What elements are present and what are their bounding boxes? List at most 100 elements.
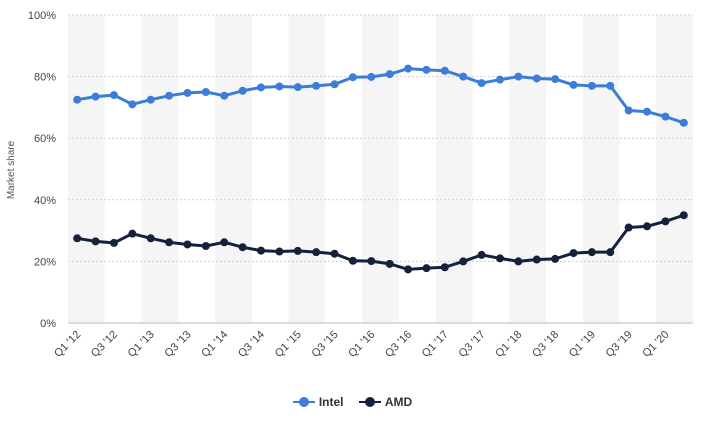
- data-point-intel[interactable]: [165, 91, 174, 100]
- x-tick-label: Q1 '20: [640, 329, 671, 360]
- data-point-amd[interactable]: [330, 249, 339, 258]
- x-tick-label: Q1 '17: [420, 329, 451, 360]
- data-point-intel[interactable]: [551, 75, 560, 84]
- data-point-intel[interactable]: [661, 112, 670, 121]
- data-point-intel[interactable]: [606, 81, 615, 90]
- data-point-amd[interactable]: [569, 249, 578, 258]
- data-point-intel[interactable]: [385, 70, 394, 79]
- legend-label-intel: Intel: [318, 395, 344, 409]
- data-point-intel[interactable]: [514, 72, 523, 81]
- data-point-intel[interactable]: [495, 75, 504, 84]
- x-tick-label: Q3 '17: [457, 329, 488, 360]
- data-point-amd[interactable]: [275, 247, 284, 256]
- series-lines: [73, 64, 688, 274]
- data-point-amd[interactable]: [367, 257, 376, 266]
- data-point-intel[interactable]: [312, 81, 321, 90]
- data-point-amd[interactable]: [679, 211, 688, 220]
- data-point-amd[interactable]: [495, 254, 504, 263]
- data-point-amd[interactable]: [293, 246, 302, 255]
- data-point-intel[interactable]: [532, 74, 541, 83]
- x-tick-label: Q3 '14: [236, 329, 267, 360]
- data-point-amd[interactable]: [146, 234, 155, 243]
- data-point-amd[interactable]: [257, 246, 266, 255]
- x-tick-label: Q3 '18: [530, 329, 561, 360]
- column-bands: [68, 15, 693, 323]
- data-point-intel[interactable]: [238, 86, 247, 95]
- data-point-amd[interactable]: [477, 250, 486, 259]
- data-point-amd[interactable]: [183, 240, 192, 249]
- column-band: [435, 15, 473, 323]
- data-point-intel[interactable]: [367, 72, 376, 81]
- data-point-intel[interactable]: [128, 100, 137, 109]
- series-amd: [73, 211, 688, 274]
- column-band: [68, 15, 105, 323]
- data-point-amd[interactable]: [587, 248, 596, 257]
- data-point-intel[interactable]: [146, 95, 155, 104]
- data-point-intel[interactable]: [275, 82, 284, 91]
- data-point-intel[interactable]: [220, 91, 229, 100]
- data-point-intel[interactable]: [257, 83, 266, 92]
- data-point-amd[interactable]: [238, 243, 247, 252]
- series-intel: [73, 64, 688, 127]
- data-point-amd[interactable]: [532, 255, 541, 264]
- data-point-amd[interactable]: [459, 257, 468, 266]
- x-tick-label: Q1 '16: [346, 329, 377, 360]
- data-point-intel[interactable]: [91, 92, 100, 101]
- series-line-intel: [76, 67, 685, 125]
- data-point-amd[interactable]: [91, 237, 100, 246]
- data-point-amd[interactable]: [109, 238, 118, 247]
- data-point-intel[interactable]: [440, 66, 449, 75]
- x-tick-label: Q1 '13: [126, 329, 157, 360]
- data-point-intel[interactable]: [183, 88, 192, 97]
- data-point-intel[interactable]: [293, 83, 302, 92]
- data-point-intel[interactable]: [569, 80, 578, 89]
- data-point-intel[interactable]: [643, 107, 652, 116]
- data-point-amd[interactable]: [551, 254, 560, 263]
- data-point-intel[interactable]: [404, 64, 413, 73]
- y-axis-label: Market share: [6, 140, 17, 199]
- data-point-amd[interactable]: [422, 264, 431, 273]
- data-point-amd[interactable]: [606, 248, 615, 257]
- data-point-amd[interactable]: [128, 229, 137, 238]
- data-point-intel[interactable]: [348, 73, 357, 82]
- x-tick-label: Q1 '14: [199, 329, 230, 360]
- column-band: [509, 15, 546, 323]
- legend-item-amd[interactable]: AMD: [358, 395, 412, 409]
- data-point-amd[interactable]: [385, 259, 394, 268]
- data-point-amd[interactable]: [440, 263, 449, 272]
- column-band: [215, 15, 252, 323]
- data-point-intel[interactable]: [109, 91, 118, 100]
- y-tick-label: 80%: [34, 72, 56, 84]
- data-point-amd[interactable]: [624, 223, 633, 232]
- data-point-intel[interactable]: [459, 72, 468, 81]
- x-tick-label: Q1 '12: [52, 329, 83, 360]
- data-point-amd[interactable]: [312, 248, 321, 257]
- x-axis-ticks: Q1 '12 Q3 '12 Q1 '13 Q3 '13 Q1 '14 Q3 '14 Q1 '…: [52, 329, 671, 360]
- x-tick-label: Q3 '15: [309, 329, 340, 360]
- data-point-intel[interactable]: [422, 65, 431, 74]
- legend: Intel AMD: [0, 395, 705, 410]
- data-point-amd[interactable]: [643, 222, 652, 231]
- x-tick-label: Q3 '12: [89, 329, 120, 360]
- data-point-intel[interactable]: [330, 80, 339, 89]
- data-point-intel[interactable]: [624, 106, 633, 115]
- data-point-amd[interactable]: [201, 242, 210, 250]
- data-point-amd[interactable]: [404, 265, 413, 274]
- y-tick-label: 0%: [40, 318, 56, 330]
- data-point-amd[interactable]: [661, 217, 670, 226]
- data-point-intel[interactable]: [679, 118, 688, 127]
- data-point-intel[interactable]: [477, 79, 486, 88]
- x-tick-label: Q3 '19: [604, 329, 635, 360]
- data-point-intel[interactable]: [73, 95, 82, 104]
- data-point-amd[interactable]: [165, 238, 174, 247]
- legend-swatch-intel: [292, 397, 315, 407]
- data-point-intel[interactable]: [587, 81, 596, 90]
- data-point-intel[interactable]: [201, 88, 210, 96]
- data-point-amd[interactable]: [514, 257, 523, 266]
- data-point-amd[interactable]: [348, 256, 357, 265]
- data-point-amd[interactable]: [220, 238, 229, 247]
- data-point-amd[interactable]: [73, 234, 82, 243]
- legend-item-intel[interactable]: Intel: [292, 395, 344, 409]
- legend-swatch-amd: [358, 397, 381, 407]
